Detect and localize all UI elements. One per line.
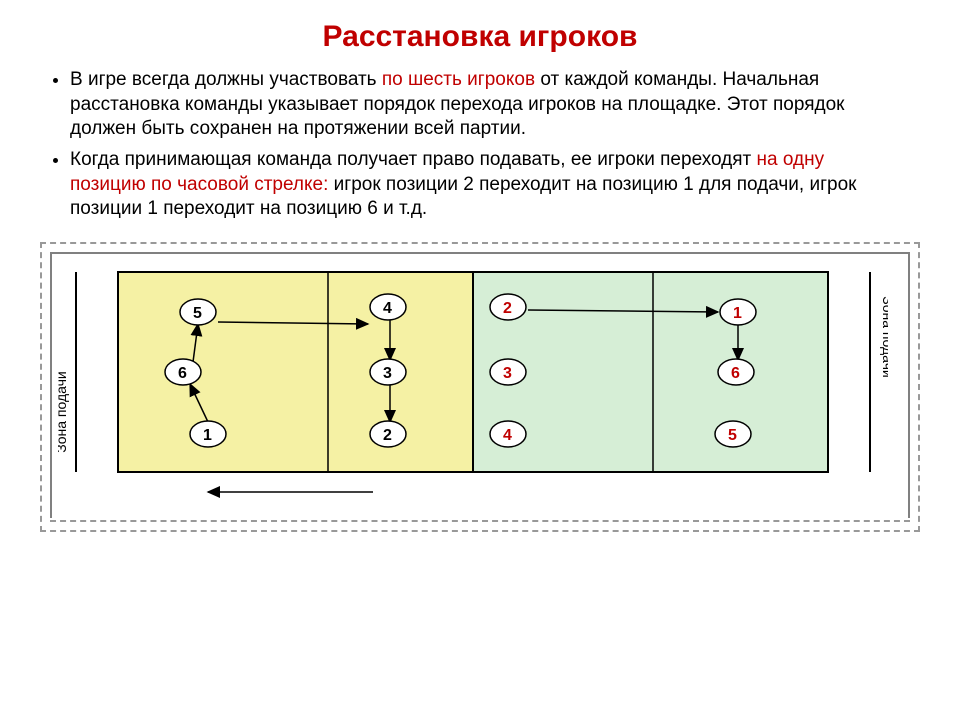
svg-text:5: 5: [728, 427, 737, 444]
svg-text:6: 6: [178, 365, 187, 382]
svg-text:2: 2: [383, 427, 392, 444]
bullet-2: Когда принимающая команда получает право…: [70, 148, 900, 222]
svg-text:3: 3: [503, 365, 512, 382]
svg-text:1: 1: [733, 305, 742, 322]
page-title: Расстановка игроков: [40, 20, 920, 54]
svg-text:4: 4: [383, 300, 392, 317]
svg-text:Зона подачи: Зона подачи: [880, 296, 888, 377]
svg-text:1: 1: [203, 427, 212, 444]
svg-text:2: 2: [503, 300, 512, 317]
svg-text:Зона подачи: Зона подачи: [58, 371, 69, 452]
svg-text:4: 4: [503, 427, 512, 444]
svg-text:5: 5: [193, 305, 202, 322]
court-svg: Зона подачи Зона подачи 5 6 1 4 3 2 2 3 4 1 6 5: [58, 262, 888, 512]
bullet-list: В игре всегда должны участвовать по шест…: [70, 68, 900, 222]
svg-text:3: 3: [383, 365, 392, 382]
bullet-1: В игре всегда должны участвовать по шест…: [70, 68, 900, 142]
court-diagram: Зона подачи Зона подачи 5 6 1 4 3 2 2 3 4 1 6 5: [40, 242, 920, 532]
svg-text:6: 6: [731, 365, 740, 382]
